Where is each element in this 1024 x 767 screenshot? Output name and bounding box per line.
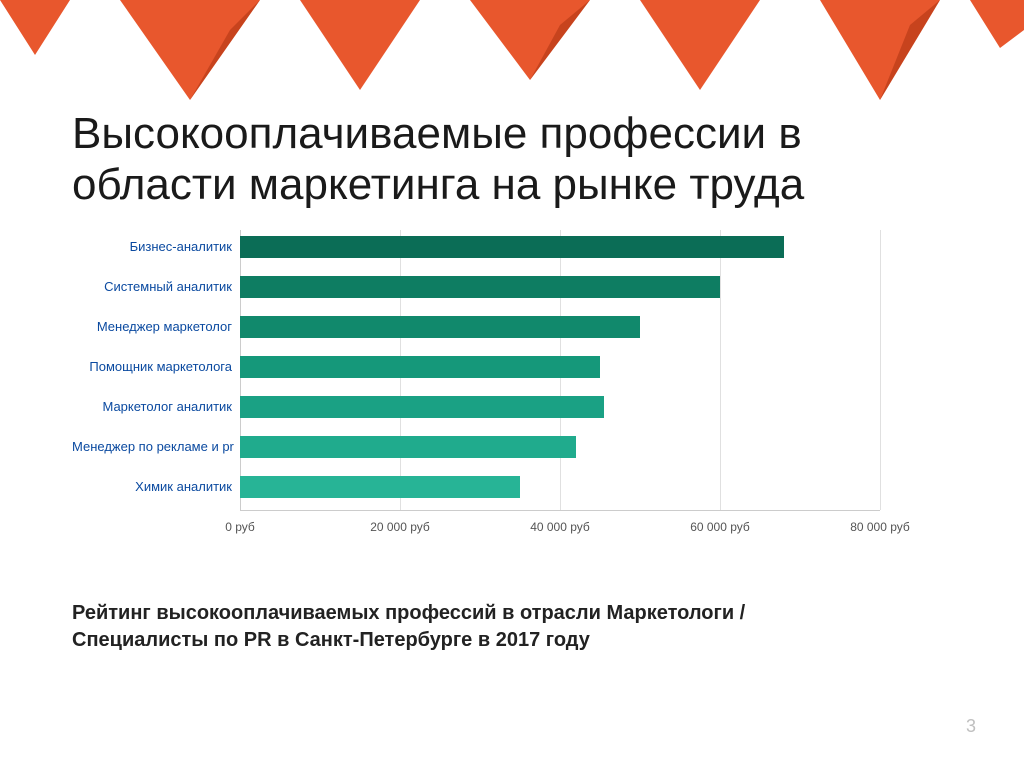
chart-y-label: Химик аналитик	[72, 476, 240, 498]
tri-7	[970, 0, 1024, 48]
chart-x-axis	[240, 510, 880, 511]
tri-2b	[190, 0, 260, 100]
tri-1	[0, 0, 70, 55]
tri-3	[300, 0, 420, 90]
chart-plot-area: 0 руб20 000 руб40 000 руб60 000 руб80 00…	[240, 230, 880, 510]
chart-bar	[240, 356, 600, 378]
decor-triangles	[0, 0, 1024, 110]
tri-4	[470, 0, 590, 80]
chart-y-label: Маркетолог аналитик	[72, 396, 240, 418]
chart-x-tick-label: 40 000 руб	[530, 520, 590, 534]
chart-caption: Рейтинг высокооплачиваемых профессий в о…	[72, 600, 812, 654]
chart-y-label: Системный аналитик	[72, 276, 240, 298]
chart-bar-row: Помощник маркетолога	[240, 356, 880, 378]
chart-x-tick-label: 80 000 руб	[850, 520, 910, 534]
chart-bar-row: Бизнес-аналитик	[240, 236, 880, 258]
chart-bar	[240, 476, 520, 498]
chart-bar	[240, 316, 640, 338]
chart-bar	[240, 396, 604, 418]
page-title: Высокооплачиваемые профессии в области м…	[72, 109, 952, 210]
chart-bar	[240, 436, 576, 458]
chart-bar	[240, 276, 720, 298]
chart-y-label: Бизнес-аналитик	[72, 236, 240, 258]
tri-6	[820, 0, 940, 100]
salary-chart: 0 руб20 000 руб40 000 руб60 000 руб80 00…	[72, 220, 892, 560]
chart-y-label: Менеджер по рекламе и pr	[72, 436, 240, 458]
tri-4b	[530, 0, 590, 80]
tri-6b	[880, 0, 940, 100]
chart-x-tick-label: 60 000 руб	[690, 520, 750, 534]
chart-bar-row: Менеджер по рекламе и pr	[240, 436, 880, 458]
chart-x-tick-label: 0 руб	[225, 520, 255, 534]
chart-y-label: Помощник маркетолога	[72, 356, 240, 378]
tri-5	[640, 0, 760, 90]
chart-x-tick-label: 20 000 руб	[370, 520, 430, 534]
chart-bar-row: Химик аналитик	[240, 476, 880, 498]
page-number: 3	[966, 716, 976, 737]
tri-2	[120, 0, 260, 100]
chart-bar-row: Маркетолог аналитик	[240, 396, 880, 418]
chart-y-label: Менеджер маркетолог	[72, 316, 240, 338]
chart-bar-row: Системный аналитик	[240, 276, 880, 298]
chart-bar	[240, 236, 784, 258]
chart-bar-row: Менеджер маркетолог	[240, 316, 880, 338]
chart-gridline	[880, 230, 881, 510]
